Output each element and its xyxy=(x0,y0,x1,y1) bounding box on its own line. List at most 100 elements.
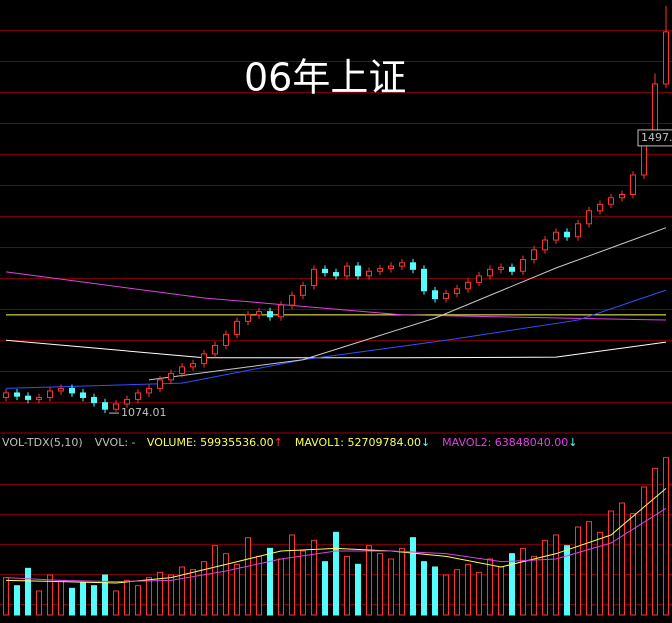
candle-body xyxy=(91,396,97,404)
candle-body xyxy=(509,266,515,272)
candle-body xyxy=(333,272,339,277)
volume-bar xyxy=(344,555,350,616)
volume-bar xyxy=(498,566,504,616)
indicator-label: MAVOL2: 63848040.00 xyxy=(442,436,568,449)
candle-body xyxy=(542,239,548,251)
candle-body xyxy=(245,314,251,322)
candle-body xyxy=(652,83,658,137)
volume-bar xyxy=(487,558,493,616)
candle-body xyxy=(146,387,152,394)
candle-body xyxy=(201,353,207,365)
candle-body xyxy=(289,294,295,306)
volume-bar xyxy=(652,467,658,616)
candle-body xyxy=(102,402,108,410)
volume-bar xyxy=(113,590,119,616)
volume-bar xyxy=(575,526,581,616)
volume-bar xyxy=(421,561,427,616)
candle-body xyxy=(355,265,361,277)
candle-body xyxy=(388,265,394,270)
moving-average xyxy=(5,339,667,359)
indicator-arrow: ↑ xyxy=(274,436,283,449)
candle-body xyxy=(498,266,504,270)
volume-bar xyxy=(146,577,152,616)
candle-body xyxy=(14,392,20,397)
volume-bar xyxy=(245,537,251,616)
volume-bar xyxy=(234,563,240,616)
volume-bar xyxy=(201,561,207,616)
candle-body xyxy=(267,311,273,318)
candle-body xyxy=(344,265,350,277)
candle-body xyxy=(454,288,460,294)
candle-body xyxy=(487,268,493,277)
candle-body xyxy=(410,262,416,270)
candle-body xyxy=(520,259,526,272)
candle-body xyxy=(586,210,592,225)
volume-bar xyxy=(47,574,53,616)
candle-body xyxy=(157,379,163,389)
candle-body xyxy=(553,231,559,241)
volume-bar xyxy=(608,510,614,616)
volume-bar xyxy=(212,545,218,616)
volume-bar xyxy=(58,579,64,616)
volume-bar xyxy=(322,561,328,616)
candle-body xyxy=(234,320,240,335)
candle-body xyxy=(399,262,405,267)
volume-bar xyxy=(663,457,669,616)
volume-bar xyxy=(443,574,449,616)
candle-body xyxy=(3,392,9,398)
candle-body xyxy=(223,333,229,346)
candle-body xyxy=(69,387,75,394)
indicator-arrow: ↓ xyxy=(421,436,430,449)
candle-body xyxy=(322,268,328,274)
volume-average xyxy=(5,487,667,584)
volume-bar xyxy=(542,539,548,616)
candle-body xyxy=(311,268,317,287)
volume-bar xyxy=(300,550,306,616)
volume-bar xyxy=(190,569,196,616)
volume-bar xyxy=(355,563,361,616)
volume-bar xyxy=(531,555,537,616)
volume-bar xyxy=(476,571,482,616)
candle-body xyxy=(597,203,603,212)
volume-bar xyxy=(14,585,20,616)
volume-bar xyxy=(641,486,647,616)
volume-bar xyxy=(366,545,372,616)
candle-body xyxy=(25,395,31,400)
indicator-label: VOLUME: 59935536.00 xyxy=(147,436,274,449)
volume-bar xyxy=(36,590,42,616)
candle-body xyxy=(212,344,218,355)
volume-bar xyxy=(157,571,163,616)
candle-body xyxy=(443,292,449,300)
candle-body xyxy=(256,311,262,316)
candle-body xyxy=(190,363,196,368)
volume-bar xyxy=(586,521,592,616)
volume-bar xyxy=(619,502,625,616)
candle-body xyxy=(366,270,372,277)
annotation-label: 1074.01 xyxy=(121,406,167,419)
candle-body xyxy=(476,275,482,283)
candle-body xyxy=(47,390,53,398)
volume-bar xyxy=(124,579,130,616)
volume-bar xyxy=(454,569,460,616)
indicator-label: MAVOL1: 52709784.00 xyxy=(295,436,421,449)
volume-bar xyxy=(520,547,526,616)
candle-body xyxy=(124,398,130,405)
candle-body xyxy=(377,268,383,272)
candle-body xyxy=(575,223,581,238)
volume-bar xyxy=(399,547,405,616)
volume-bar xyxy=(432,566,438,616)
candle-body xyxy=(465,281,471,290)
candle-body xyxy=(80,392,86,398)
volume-bar xyxy=(91,585,97,616)
volume-bar xyxy=(256,555,262,616)
volume-bar xyxy=(388,558,394,616)
candle-body xyxy=(36,396,42,400)
candle-body xyxy=(58,387,64,392)
volume-bar xyxy=(223,553,229,616)
candle-body xyxy=(113,403,119,410)
volume-bar xyxy=(311,539,317,616)
volume-average xyxy=(5,507,667,583)
volume-bar xyxy=(597,531,603,616)
